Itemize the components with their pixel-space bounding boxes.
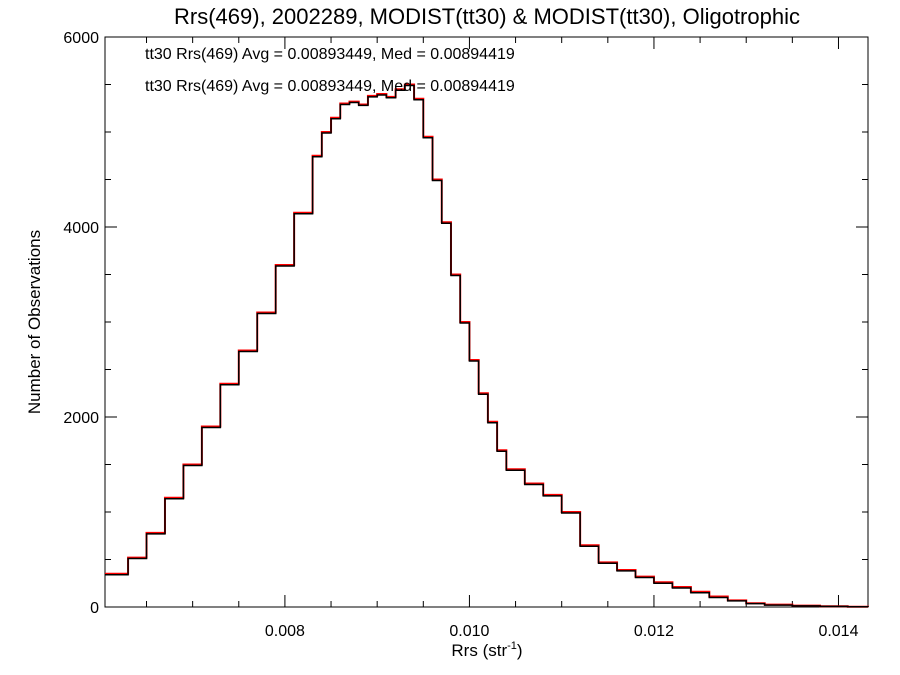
x-tick-label: 0.014: [818, 623, 858, 640]
annotation-black: tt30 Rrs(469) Avg = 0.00893449, Med = 0.…: [145, 46, 515, 63]
x-axis-label: Rrs (str-1): [451, 640, 522, 660]
series-black-line: [105, 84, 869, 608]
series-layer: [105, 83, 869, 608]
x-tick-label: 0.012: [634, 623, 674, 640]
y-tick-label: 6000: [63, 30, 99, 47]
y-axis-label: Number of Observations: [25, 230, 44, 414]
chart-title: Rrs(469), 2002289, MODIST(tt30) & MODIST…: [174, 4, 800, 29]
y-tick-label: 4000: [63, 220, 99, 237]
x-axis: 0.008 0.010 0.012 0.014: [146, 37, 859, 640]
x-axis-label-sup: -1: [507, 640, 517, 652]
x-tick-label: 0.008: [265, 623, 305, 640]
y-tick-label: 2000: [63, 410, 99, 427]
x-tick-label: 0.010: [449, 623, 489, 640]
plot-frame: [104, 36, 869, 608]
series-red-line: [105, 83, 869, 608]
y-tick-label: 0: [90, 600, 99, 617]
y-axis: 0 2000 4000 6000: [63, 30, 868, 617]
annotation-red: tt30 Rrs(469) Avg = 0.00893449, Med = 0.…: [145, 78, 515, 95]
x-axis-label-main: Rrs (str: [451, 641, 507, 660]
x-axis-label-close: ): [517, 641, 523, 660]
